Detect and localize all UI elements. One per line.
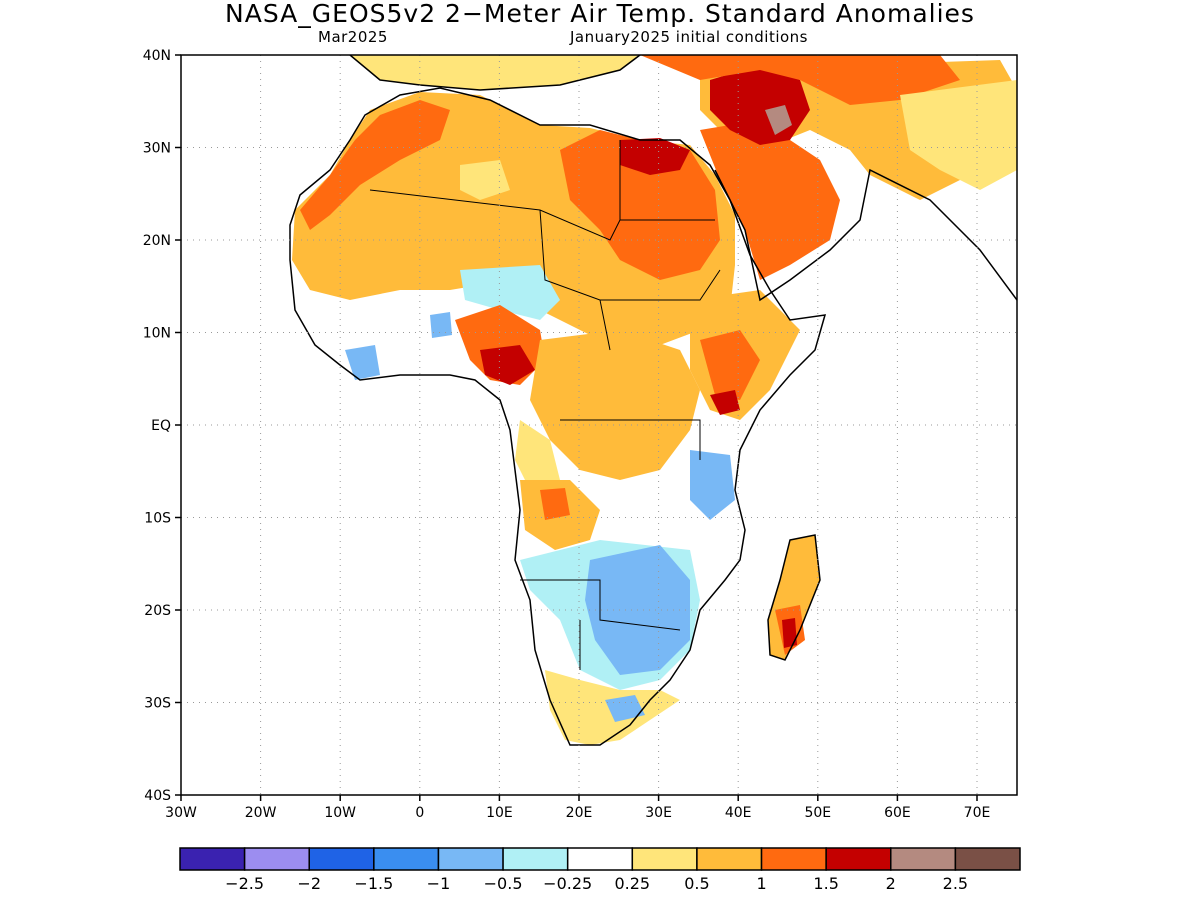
angola-hot [540, 488, 570, 520]
colorbar-swatch [502, 847, 569, 871]
colorbar-label: 2.5 [943, 874, 968, 893]
forecast-month: Mar2025 [318, 28, 388, 46]
colorbar-swatch [373, 847, 440, 871]
lon-label: 40E [725, 805, 752, 821]
central-warm [530, 330, 700, 480]
lat-label: 20N [143, 233, 171, 249]
europe-landmass [350, 55, 640, 90]
madagascar-very-hot [782, 618, 797, 648]
colorbar-swatch [954, 847, 1021, 871]
border-1 [369, 189, 621, 241]
lon-label: 30E [645, 805, 672, 821]
lon-label: 10W [324, 805, 356, 821]
colorbar: −2.5 −2 −1.5 −1 −0.5 −0.25 0.25 0.5 1 1.5 2 2.5 [179, 847, 1021, 893]
madagascar-coastline [767, 534, 821, 661]
ethiopia-hot [700, 330, 760, 400]
colorbar-label: 1 [756, 874, 766, 893]
colorbar-label: 1.5 [813, 874, 838, 893]
colorbar-label: 2 [886, 874, 896, 893]
lat-label: 10S [144, 511, 171, 527]
colorbar-swatch [179, 847, 246, 871]
colorbar-label: −0.25 [543, 874, 592, 893]
colorbar-label: −1.5 [354, 874, 393, 893]
colorbar-swatch [437, 847, 504, 871]
border-6 [520, 579, 681, 631]
colorbar-swatch [825, 847, 892, 871]
coastlines [289, 55, 1017, 746]
border-5 [560, 419, 701, 460]
border-2 [539, 209, 611, 351]
lon-label: 20W [245, 805, 277, 821]
lon-label: 70E [964, 805, 991, 821]
w-africa-cool-1 [460, 265, 560, 320]
colorbar-label: −2.5 [225, 874, 264, 893]
colorbar-label: −2 [297, 874, 321, 893]
lat-label: 10N [143, 326, 171, 342]
colorbar-label: −1 [427, 874, 451, 893]
turkey-warm [640, 55, 960, 105]
mideast-very-hot [765, 105, 792, 135]
map-title: NASA_GEOS5v2 2−Meter Air Temp. Standard … [225, 0, 975, 28]
lon-label: 20E [566, 805, 593, 821]
lon-label: 30W [165, 805, 197, 821]
nigeria-hot [480, 345, 535, 385]
colorbar-label: 0.5 [684, 874, 709, 893]
colorbar-swatch [890, 847, 957, 871]
initial-conditions: January2025 initial conditions [570, 28, 808, 46]
w-africa-cool-3 [430, 312, 452, 338]
colorbar-swatch [566, 847, 634, 871]
lat-label: EQ [151, 418, 171, 434]
lon-label: 10E [486, 805, 513, 821]
colorbar-swatch [696, 847, 763, 871]
tanzania-cool [690, 450, 735, 520]
central-warm-2 [515, 420, 560, 490]
colorbar-swatch [631, 847, 698, 871]
anomaly-shading [290, 55, 1017, 745]
lat-label: 30S [144, 696, 171, 712]
n-africa-warm-2 [300, 100, 450, 230]
w-africa-cool-2 [345, 345, 380, 380]
colorbar-label: −0.5 [484, 874, 523, 893]
kenya-hot [710, 390, 740, 415]
s-africa-cool [605, 695, 645, 722]
sahel-mild [460, 160, 510, 200]
border-3 [619, 140, 715, 221]
lat-label: 30N [143, 141, 171, 157]
lat-label: 40S [144, 788, 171, 804]
arabia-coastline [714, 168, 1017, 302]
lat-label: 20S [144, 603, 171, 619]
grid-lines [181, 55, 1017, 795]
lon-label: 60E [884, 805, 911, 821]
iran-warm [900, 80, 1017, 190]
border-4 [600, 269, 721, 301]
colorbar-swatch [308, 847, 375, 871]
lon-label: 0 [415, 805, 424, 821]
med-coastline [349, 55, 641, 91]
africa-coastline [289, 87, 827, 746]
lon-label: 50E [804, 805, 831, 821]
colorbar-label: 0.25 [614, 874, 650, 893]
colorbar-swatch [760, 847, 827, 871]
lat-label: 40N [143, 48, 171, 64]
colorbar-swatch [243, 847, 310, 871]
